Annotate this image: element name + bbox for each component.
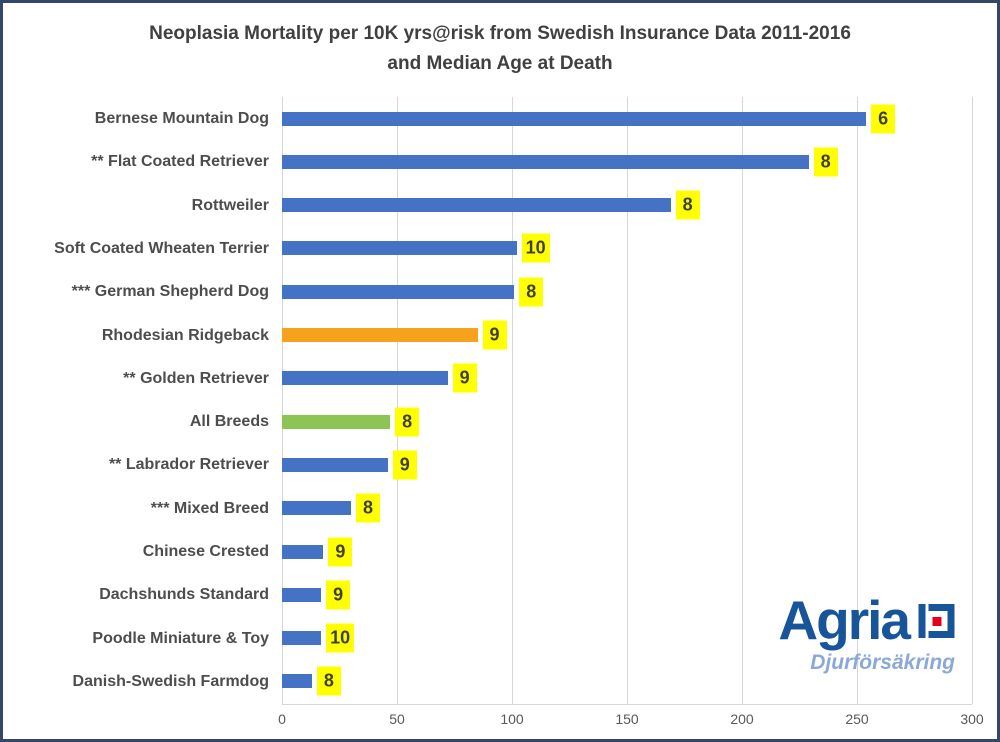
median-age-label: 8 — [519, 277, 544, 307]
bar-row: 8 — [282, 140, 972, 183]
bar-row: 10 — [282, 617, 972, 660]
bar-row: 8 — [282, 487, 972, 530]
bar-row: 9 — [282, 357, 972, 400]
bar-row: 6 — [282, 97, 972, 140]
category-label: Dachshunds Standard — [99, 586, 269, 604]
median-age-label: 8 — [356, 493, 380, 523]
x-tick-label-250: 250 — [845, 711, 869, 727]
category-label: ** Golden Retriever — [123, 369, 269, 387]
bar-row: 8 — [282, 184, 972, 227]
bar-row: 8 — [282, 270, 972, 313]
bar — [282, 198, 671, 213]
gridline-x-150 — [627, 97, 628, 704]
median-age-label: 9 — [452, 363, 477, 393]
median-age-label: 8 — [813, 147, 838, 177]
median-age-label: 9 — [392, 450, 417, 480]
median-age-label: 6 — [871, 104, 896, 133]
bar — [282, 457, 388, 472]
bar-row: 10 — [282, 227, 972, 270]
category-label: All Breeds — [189, 413, 269, 431]
category-label: Danish-Swedish Farmdog — [72, 672, 269, 690]
gridline-x-200 — [742, 97, 743, 704]
bar-row: 8 — [282, 660, 972, 703]
agria-logo: Agria Djurförsäkring — [778, 593, 955, 675]
bar-row: 9 — [282, 573, 972, 616]
median-age-label: 10 — [521, 233, 550, 263]
category-label: Rhodesian Ridgeback — [101, 326, 269, 344]
x-tick-label-300: 300 — [960, 711, 984, 727]
bar-row: 9 — [282, 314, 972, 357]
bar — [282, 328, 478, 342]
bar — [282, 111, 867, 126]
chart-title-line1: Neoplasia Mortality per 10K yrs@risk fro… — [149, 23, 851, 44]
agria-logo-tagline: Djurförsäkring — [810, 651, 955, 674]
median-age-label: 8 — [675, 190, 700, 220]
bar — [282, 414, 391, 429]
gridline-x-100 — [512, 97, 513, 704]
median-age-label: 9 — [328, 537, 353, 566]
chart-title: Neoplasia Mortality per 10K yrs@risk fro… — [3, 19, 997, 79]
category-label: Soft Coated Wheaten Terrier — [54, 239, 269, 257]
category-label: ** Flat Coated Retriever — [91, 153, 269, 171]
bar — [282, 284, 515, 299]
category-label: Poodle Miniature & Toy — [92, 629, 269, 647]
agria-logo-mark-icon — [918, 603, 955, 638]
x-tick-label-150: 150 — [615, 711, 639, 727]
bar — [282, 371, 448, 386]
category-label: Chinese Crested — [142, 543, 269, 560]
category-label: Bernese Mountain Dog — [94, 110, 269, 127]
bar — [282, 674, 312, 689]
bar — [282, 501, 351, 516]
bar-row: 8 — [282, 400, 972, 443]
x-tick-label-50: 50 — [389, 711, 405, 727]
x-tick-label-100: 100 — [500, 711, 524, 727]
bar — [282, 631, 322, 646]
bar — [282, 544, 324, 559]
category-label: ** Labrador Retriever — [108, 456, 269, 474]
x-tick-label-0: 0 — [278, 711, 286, 727]
plot-area: 6 8 8 10 8 9 9 8 9 8 9 9 10 8 — [282, 97, 973, 705]
gridline-x-250 — [857, 97, 858, 704]
category-label: *** German Shepherd Dog — [71, 283, 269, 301]
agria-logo-wordmark: Agria — [778, 589, 911, 651]
median-age-label: 9 — [326, 580, 351, 610]
gridline-x-0 — [282, 97, 283, 704]
median-age-label: 8 — [395, 407, 420, 437]
chart-title-line2: and Median Age at Death — [387, 53, 613, 74]
gridline-x-50 — [397, 97, 398, 704]
category-label: *** Mixed Breed — [150, 499, 269, 517]
bar-row: 9 — [282, 443, 972, 486]
bar — [282, 587, 322, 602]
gridline-x-300 — [972, 97, 973, 704]
bar-row: 9 — [282, 530, 972, 573]
category-label: Rottweiler — [191, 196, 269, 214]
median-age-label: 10 — [326, 623, 355, 653]
median-age-label: 9 — [482, 320, 507, 350]
bar — [282, 154, 809, 169]
median-age-label: 8 — [316, 666, 341, 696]
x-tick-label-200: 200 — [730, 711, 754, 727]
bar — [282, 241, 517, 256]
